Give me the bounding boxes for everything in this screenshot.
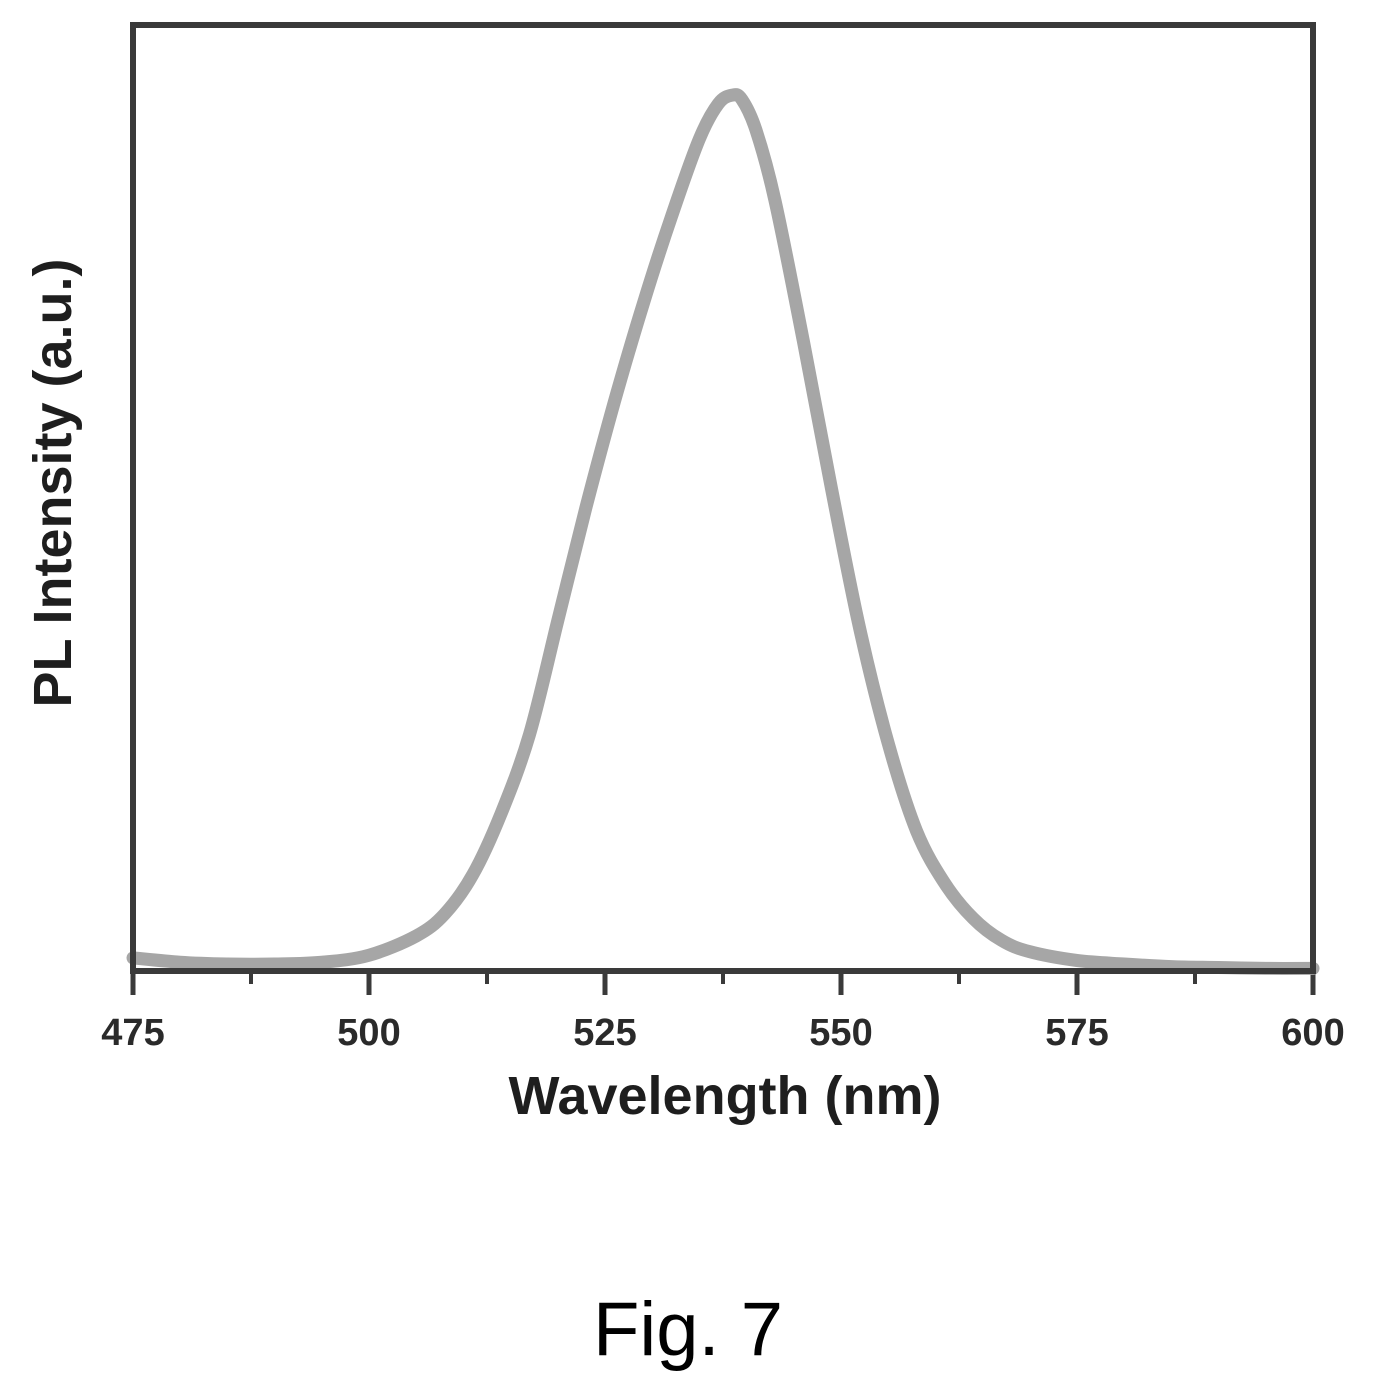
y-axis-title: PL Intensity (a.u.)	[23, 258, 83, 707]
x-tick-label-4: 575	[1045, 1012, 1108, 1054]
x-tick-label-1: 500	[337, 1012, 400, 1054]
figure-caption: Fig. 7	[592, 1287, 784, 1372]
x-tick-label-5: 600	[1281, 1012, 1344, 1054]
x-axis-tick-labels: 475 500 525 550 575 600	[101, 1012, 1344, 1054]
plot-frame	[130, 22, 1316, 974]
x-axis-ticks	[130, 971, 1316, 995]
x-axis-title: Wavelength (nm)	[508, 1066, 941, 1126]
x-tick-label-2: 525	[573, 1012, 636, 1054]
series-line-0	[126, 88, 1320, 975]
x-tick-label-3: 550	[809, 1012, 872, 1054]
plot-area	[126, 88, 1320, 975]
x-tick-label-0: 475	[101, 1012, 164, 1054]
